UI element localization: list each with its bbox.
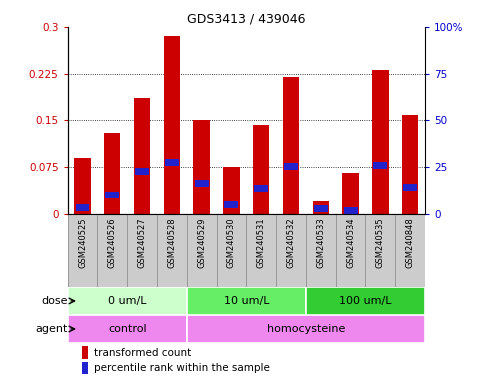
Text: GSM240528: GSM240528 — [168, 217, 176, 268]
Bar — [105, 192, 119, 199]
Bar — [74, 157, 91, 214]
Bar — [246, 214, 276, 287]
Text: percentile rank within the sample: percentile rank within the sample — [95, 363, 270, 373]
Bar — [165, 159, 179, 166]
Bar — [313, 201, 329, 214]
Bar — [75, 204, 89, 211]
Text: transformed count: transformed count — [95, 348, 192, 358]
Bar — [395, 214, 425, 287]
Bar — [306, 214, 336, 287]
Text: 100 um/L: 100 um/L — [339, 296, 392, 306]
Bar — [134, 98, 150, 214]
Bar — [373, 162, 387, 169]
Text: GSM240534: GSM240534 — [346, 217, 355, 268]
Bar — [127, 214, 157, 287]
Bar — [216, 214, 246, 287]
Bar — [187, 315, 425, 343]
Bar — [225, 201, 239, 208]
Bar — [223, 167, 240, 214]
Text: homocysteine: homocysteine — [267, 324, 345, 334]
Bar — [82, 362, 88, 374]
Text: GSM240526: GSM240526 — [108, 217, 117, 268]
Text: GSM240529: GSM240529 — [197, 217, 206, 268]
Bar — [343, 207, 357, 214]
Text: 0 um/L: 0 um/L — [108, 296, 146, 306]
Bar — [68, 287, 187, 315]
Bar — [314, 205, 328, 212]
Bar — [402, 115, 418, 214]
Bar — [187, 214, 216, 287]
Text: GSM240531: GSM240531 — [257, 217, 266, 268]
Bar — [403, 184, 417, 191]
Text: 10 um/L: 10 um/L — [224, 296, 269, 306]
Bar — [135, 168, 149, 175]
Bar — [342, 173, 359, 214]
Bar — [157, 214, 187, 287]
Bar — [366, 214, 395, 287]
Text: GSM240530: GSM240530 — [227, 217, 236, 268]
Text: GSM240533: GSM240533 — [316, 217, 325, 268]
Bar — [68, 214, 98, 287]
Text: GSM240525: GSM240525 — [78, 217, 87, 268]
Text: GSM240532: GSM240532 — [286, 217, 296, 268]
Bar — [98, 214, 127, 287]
Bar — [306, 287, 425, 315]
Bar — [253, 124, 270, 214]
Bar — [82, 346, 88, 359]
Bar — [104, 133, 120, 214]
Text: GSM240527: GSM240527 — [138, 217, 146, 268]
Bar — [254, 185, 268, 192]
Bar — [164, 36, 180, 214]
Bar — [284, 164, 298, 170]
Text: GSM240535: GSM240535 — [376, 217, 385, 268]
Bar — [194, 120, 210, 214]
Text: control: control — [108, 324, 146, 334]
Bar — [336, 214, 366, 287]
Bar — [68, 315, 187, 343]
Bar — [195, 180, 209, 187]
Title: GDS3413 / 439046: GDS3413 / 439046 — [187, 13, 306, 26]
Text: agent: agent — [35, 324, 68, 334]
Text: dose: dose — [41, 296, 68, 306]
Bar — [276, 214, 306, 287]
Bar — [372, 70, 388, 214]
Bar — [283, 77, 299, 214]
Bar — [187, 287, 306, 315]
Text: GSM240848: GSM240848 — [406, 217, 414, 268]
